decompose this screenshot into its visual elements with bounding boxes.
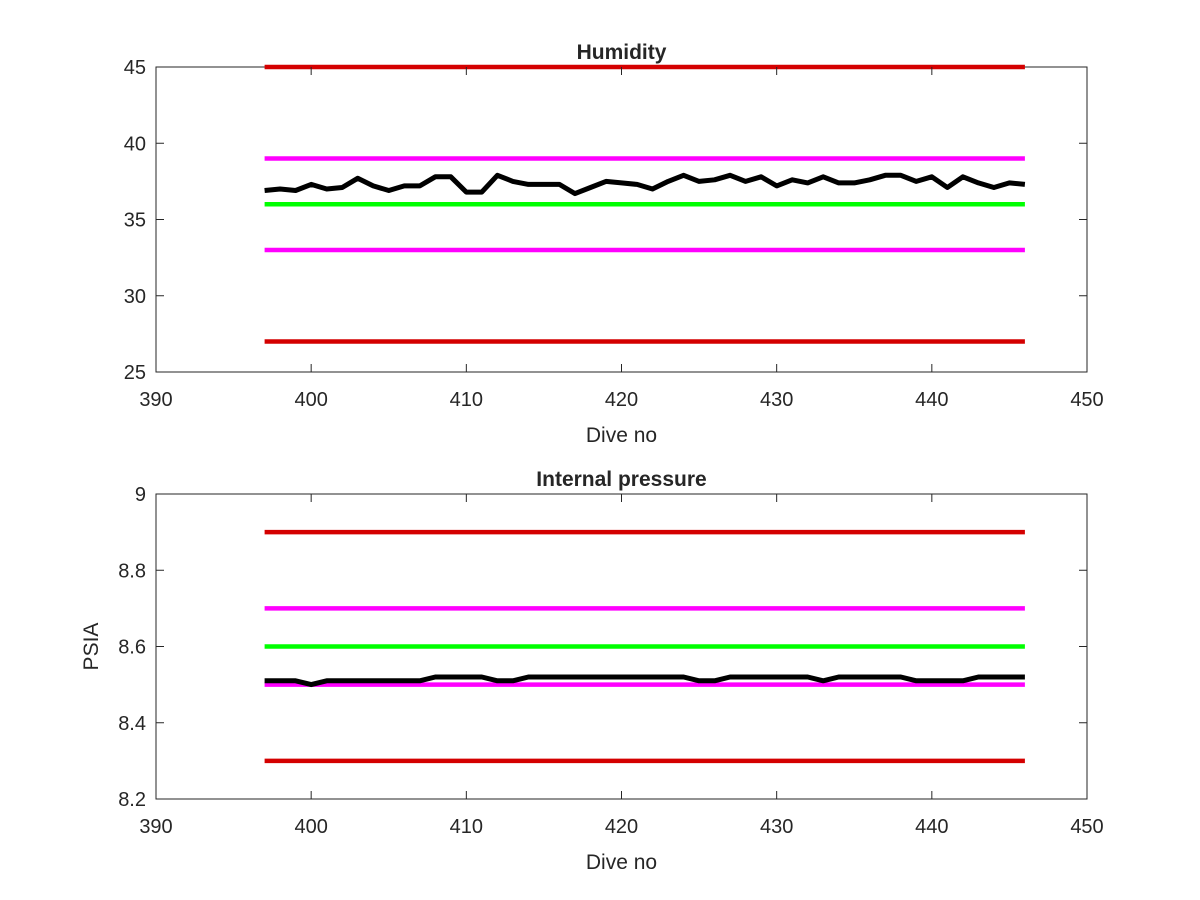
humidity-y-tick-label: 35 xyxy=(124,210,146,232)
internal-pressure-y-tick-label: 8.4 xyxy=(118,713,146,735)
humidity-x-tick-label: 420 xyxy=(605,389,638,411)
humidity-plot-area xyxy=(155,66,1088,373)
internal-pressure-x-tick-label: 430 xyxy=(760,816,793,838)
internal-pressure-x-tick-label: 410 xyxy=(450,816,483,838)
humidity-y-tick-label: 25 xyxy=(124,362,146,384)
humidity-y-tick-label: 40 xyxy=(124,133,146,155)
internal-pressure-x-axis-label: Dive no xyxy=(586,851,657,874)
internal-pressure-y-tick-label: 8.8 xyxy=(118,560,146,582)
internal-pressure-y-tick-label: 9 xyxy=(135,484,146,506)
humidity-panel: 390 400 410 420 430 440 450 25 30 35 40 45 Humidity… xyxy=(124,41,1104,447)
internal-pressure-x-tick-label: 400 xyxy=(294,816,327,838)
internal-pressure-y-axis-label: PSIA xyxy=(80,623,103,671)
humidity-series-line-5 xyxy=(264,172,1026,197)
internal-pressure-x-tick-label: 390 xyxy=(139,816,172,838)
humidity-x-tick-label: 440 xyxy=(915,389,948,411)
internal-pressure-x-tick-label: 420 xyxy=(605,816,638,838)
humidity-y-tick-label: 30 xyxy=(124,286,146,308)
humidity-x-tick-label: 450 xyxy=(1070,389,1103,411)
internal-pressure-y-tick-label: 8.2 xyxy=(118,789,146,811)
humidity-title: Humidity xyxy=(577,41,667,64)
humidity-x-tick-label: 400 xyxy=(294,389,327,411)
humidity-series-layer xyxy=(264,64,1026,344)
humidity-x-tick-label: 430 xyxy=(760,389,793,411)
humidity-x-axis-label: Dive no xyxy=(586,424,657,447)
humidity-ticks-layer: 390 400 410 420 430 440 450 25 30 35 40 45 xyxy=(124,57,1104,411)
internal-pressure-x-tick-label: 450 xyxy=(1070,816,1103,838)
humidity-x-tick-label: 410 xyxy=(450,389,483,411)
internal-pressure-series-line-5 xyxy=(264,674,1025,688)
internal-pressure-x-tick-label: 440 xyxy=(915,816,948,838)
internal-pressure-title: Internal pressure xyxy=(536,468,706,491)
internal-pressure-series-layer xyxy=(264,529,1025,764)
internal-pressure-y-tick-label: 8.6 xyxy=(118,637,146,659)
internal-pressure-panel: 390 400 410 420 430 440 450 8.2 8.4 8.6 8.8 9 Inter… xyxy=(80,468,1104,874)
humidity-y-tick-label: 45 xyxy=(124,57,146,79)
humidity-x-tick-label: 390 xyxy=(139,389,172,411)
internal-pressure-ticks-layer: 390 400 410 420 430 440 450 8.2 8.4 8.6 8.8 9 xyxy=(118,484,1104,838)
